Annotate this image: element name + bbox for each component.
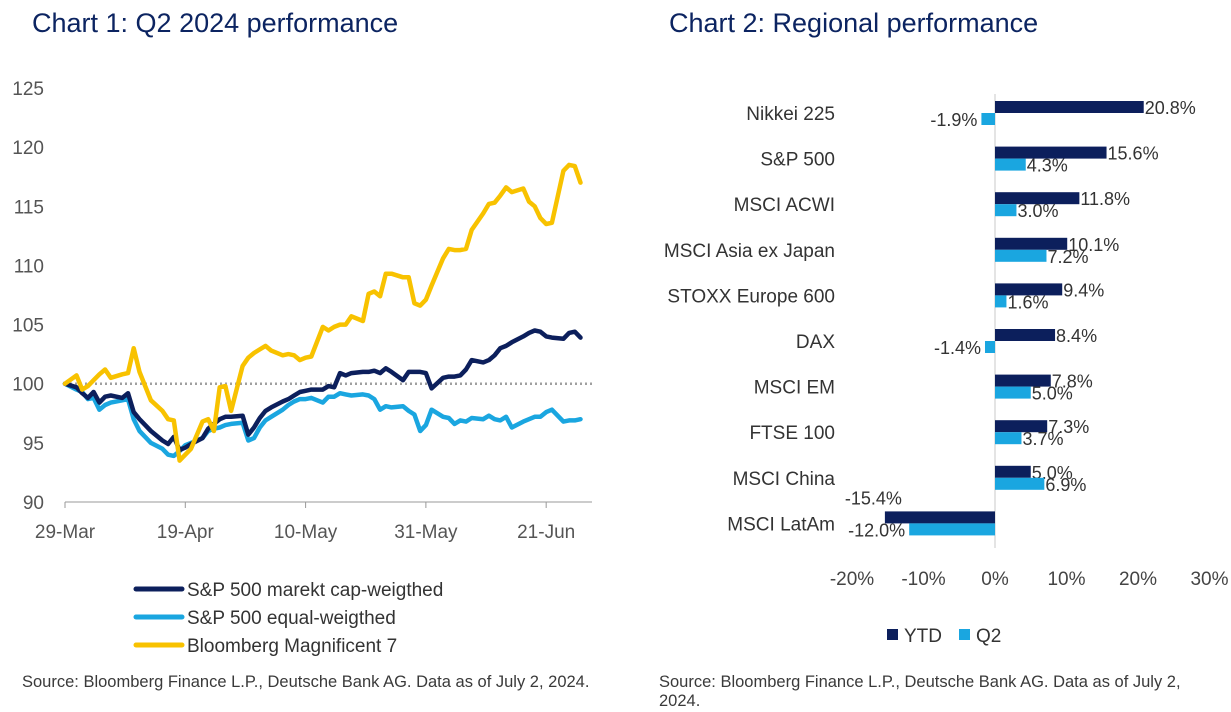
legend-swatch bbox=[887, 629, 898, 640]
q2-bar bbox=[995, 249, 1047, 262]
category-label: DAX bbox=[796, 332, 835, 353]
chart-1-title: Chart 1: Q2 2024 performance bbox=[32, 8, 399, 38]
ytd-bar bbox=[995, 420, 1048, 433]
x-tick-label: 20% bbox=[1119, 569, 1157, 590]
q2-bar bbox=[995, 386, 1031, 399]
q2-value-label: 3.0% bbox=[1017, 201, 1058, 221]
x-tick-label: 30% bbox=[1190, 569, 1228, 590]
legend-label: S&P 500 equal-weigthed bbox=[187, 608, 396, 629]
ytd-bar bbox=[884, 511, 995, 524]
x-tick-label: 0% bbox=[981, 569, 1009, 590]
ytd-bar bbox=[995, 237, 1068, 250]
series-line-2 bbox=[62, 381, 583, 459]
ytd-bar bbox=[995, 329, 1056, 341]
q2-value-label: 7.2% bbox=[1047, 247, 1088, 267]
q2-bar bbox=[981, 113, 995, 125]
chart-2-source: Source: Bloomberg Finance L.P., Deutsche… bbox=[659, 673, 1181, 710]
legend-label: Q2 bbox=[976, 626, 1001, 647]
ytd-value-label: 10.1% bbox=[1068, 235, 1119, 255]
x-tick-label: 21-Jun bbox=[517, 522, 575, 543]
q2-value-label: 1.6% bbox=[1007, 292, 1048, 312]
q2-bar bbox=[995, 204, 1017, 217]
legend-label: YTD bbox=[904, 626, 942, 647]
ytd-bar bbox=[995, 465, 1031, 478]
ytd-value-label: -15.4% bbox=[845, 488, 902, 508]
q2-value-label: 5.0% bbox=[1032, 384, 1073, 404]
category-label: MSCI Asia ex Japan bbox=[664, 241, 835, 262]
q2-value-label: 4.3% bbox=[1027, 156, 1068, 176]
x-tick-label: 10-May bbox=[274, 522, 338, 543]
category-label: S&P 500 bbox=[760, 150, 835, 171]
q2-bar bbox=[909, 523, 995, 536]
ytd-value-label: 9.4% bbox=[1063, 280, 1104, 300]
ytd-value-label: 11.8% bbox=[1080, 189, 1130, 209]
x-tick-label: 19-Apr bbox=[157, 522, 215, 543]
ytd-bar bbox=[995, 146, 1107, 159]
series-line-3 bbox=[62, 162, 583, 463]
chart-2-title: Chart 2: Regional performance bbox=[669, 8, 1039, 38]
legend-label: Bloomberg Magnificent 7 bbox=[187, 636, 397, 657]
y-tick-label: 110 bbox=[14, 256, 44, 277]
q2-value-label: -12.0% bbox=[848, 520, 905, 540]
q2-bar bbox=[995, 158, 1026, 171]
x-tick-label: -10% bbox=[901, 569, 945, 590]
y-tick-label: 115 bbox=[14, 197, 44, 218]
category-label: STOXX Europe 600 bbox=[667, 286, 835, 307]
category-label: Nikkei 225 bbox=[746, 104, 835, 125]
ytd-bar bbox=[995, 283, 1063, 296]
category-label: MSCI EM bbox=[754, 378, 835, 399]
q2-value-label: 6.9% bbox=[1045, 475, 1086, 495]
x-tick-label: 31-May bbox=[394, 522, 458, 543]
y-tick-label: 105 bbox=[12, 316, 44, 337]
ytd-value-label: 7.3% bbox=[1048, 417, 1089, 437]
legend-label: S&P 500 marekt cap-weigthed bbox=[187, 580, 443, 601]
y-tick-label: 90 bbox=[23, 493, 44, 514]
category-label: FTSE 100 bbox=[749, 423, 835, 444]
y-tick-label: 95 bbox=[23, 434, 44, 455]
ytd-bar bbox=[995, 374, 1051, 387]
q2-bar bbox=[995, 295, 1007, 308]
x-tick-label: 10% bbox=[1047, 569, 1085, 590]
q2-bar bbox=[984, 341, 995, 353]
ytd-bar bbox=[995, 101, 1144, 113]
x-tick-label: 29-Mar bbox=[35, 522, 96, 543]
y-tick-label: 125 bbox=[12, 79, 44, 100]
legend-swatch bbox=[959, 629, 970, 640]
ytd-value-label: 15.6% bbox=[1108, 144, 1159, 164]
category-label: MSCI China bbox=[733, 469, 836, 490]
series-line-1 bbox=[62, 328, 583, 453]
q2-bar bbox=[995, 477, 1045, 490]
chart-1-source: Source: Bloomberg Finance L.P., Deutsche… bbox=[22, 673, 590, 691]
ytd-bar bbox=[995, 192, 1080, 205]
category-label: MSCI ACWI bbox=[734, 195, 835, 216]
y-tick-label: 120 bbox=[12, 138, 44, 159]
q2-value-label: 3.7% bbox=[1022, 429, 1063, 449]
x-tick-label: -20% bbox=[830, 569, 874, 590]
q2-bar bbox=[995, 432, 1022, 445]
q2-value-label: -1.4% bbox=[934, 338, 981, 358]
y-tick-label: 100 bbox=[12, 375, 44, 396]
ytd-value-label: 7.8% bbox=[1052, 372, 1093, 392]
ytd-value-label: 20.8% bbox=[1145, 98, 1196, 118]
q2-value-label: -1.9% bbox=[930, 110, 977, 130]
category-label: MSCI LatAm bbox=[727, 514, 835, 535]
ytd-value-label: 8.4% bbox=[1056, 326, 1097, 346]
